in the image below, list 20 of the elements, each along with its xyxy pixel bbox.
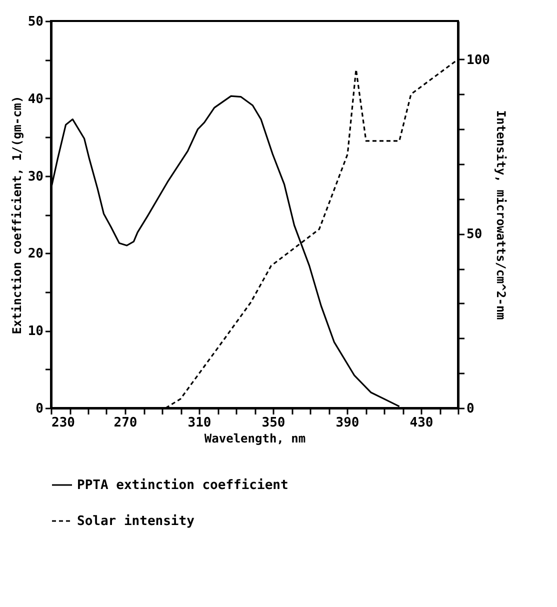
- y2-axis-title: Intensity, microwatts/cm^2-nm: [494, 110, 508, 320]
- x-tick-label: 230: [52, 416, 76, 430]
- x-tick-label: 270: [114, 416, 138, 430]
- x-axis-title: Wavelength, nm: [204, 432, 306, 446]
- legend-label: PPTA extinction coefficient: [77, 478, 288, 493]
- legend-label: Solar intensity: [77, 514, 195, 529]
- y-tick-label: 0: [36, 402, 44, 416]
- x-tick-label: 390: [336, 416, 360, 430]
- y-tick-label: 40: [28, 92, 44, 107]
- y-tick-label: 20: [28, 246, 44, 262]
- y-tick-label: 50: [28, 14, 44, 30]
- y-axis-title: Extinction coefficient, 1/(gm-cm): [10, 96, 24, 334]
- x-tick-label: 310: [188, 416, 212, 430]
- y2-tick-label: 100: [466, 52, 490, 68]
- y2-tick-label: 50: [466, 227, 482, 242]
- y-tick-label: 10: [28, 324, 44, 340]
- y-tick-label: 30: [28, 169, 44, 184]
- y2-tick-label: 0: [466, 402, 474, 416]
- x-tick-label: 350: [262, 416, 286, 430]
- x-tick-label: 430: [410, 416, 434, 430]
